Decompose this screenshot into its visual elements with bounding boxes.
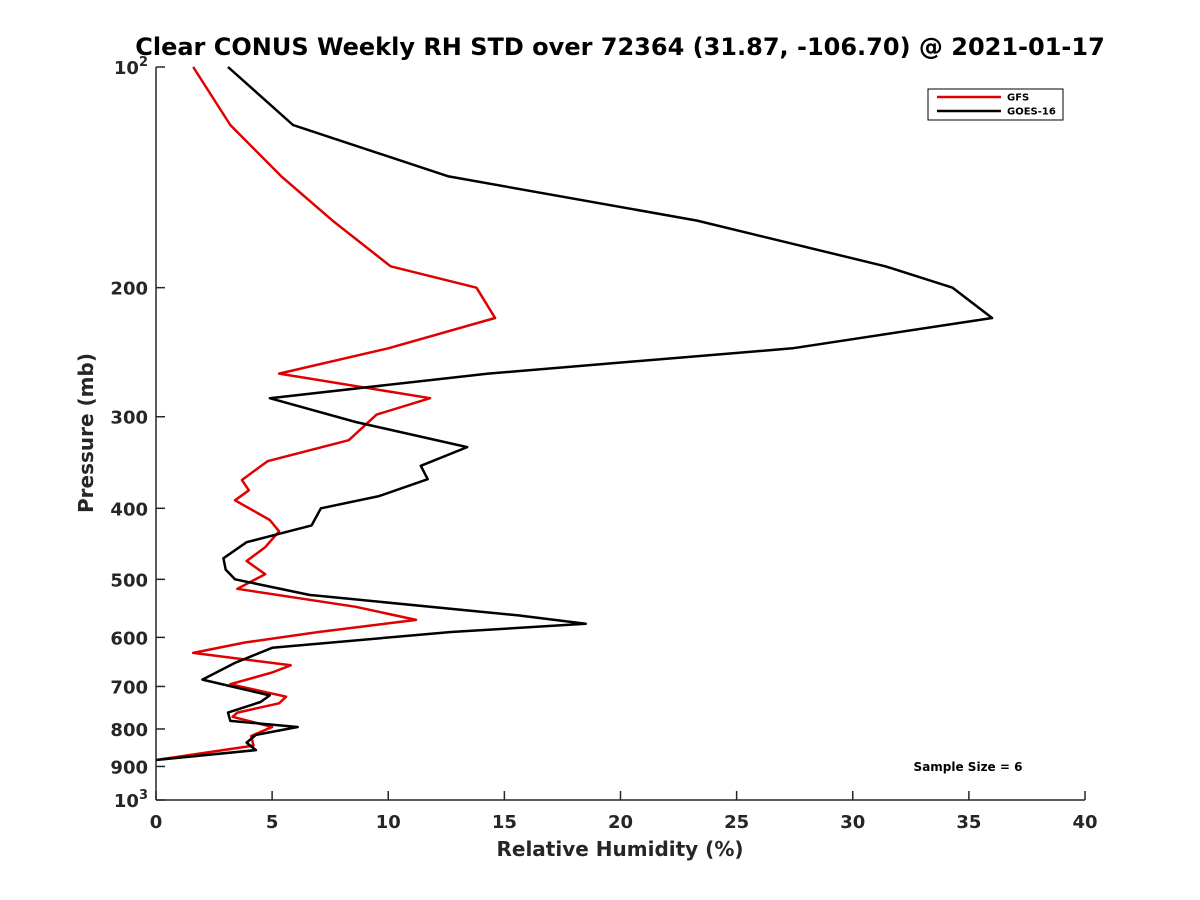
sample-size-annotation: Sample Size = 6 xyxy=(914,760,1023,774)
legend-box xyxy=(927,88,1064,121)
y-ticks: 102 200 300 400 500 600 700 800 900 103 xyxy=(110,55,165,812)
x-tick-label: 0 xyxy=(150,812,163,833)
legend-entry-label: GOES-16 xyxy=(1007,107,1056,118)
y-tick-label: 600 xyxy=(110,628,148,649)
y-tick-label: 900 xyxy=(110,757,148,778)
plot-marks xyxy=(155,66,994,762)
x-tick-label: 5 xyxy=(266,812,279,833)
x-tick-label: 35 xyxy=(956,812,981,833)
chart-title: Clear CONUS Weekly RH STD over 72364 (31… xyxy=(135,33,1105,61)
y-tick-label: 800 xyxy=(110,720,148,741)
x-tick-label: 30 xyxy=(840,812,865,833)
y-tick-label: 700 xyxy=(110,677,148,698)
x-ticks: 0 5 10 15 20 25 30 35 40 xyxy=(150,791,1098,833)
x-tick-label: 40 xyxy=(1072,812,1097,833)
y-tick-label: 102 xyxy=(114,55,148,79)
y-tick-label: 103 xyxy=(114,788,148,812)
x-tick-label: 15 xyxy=(492,812,517,833)
series-line-goes-16 xyxy=(155,66,994,762)
legend: GFS GOES-16 xyxy=(927,88,1064,121)
legend-entry-label: GFS xyxy=(1007,93,1029,104)
y-tick-label: 300 xyxy=(110,408,148,429)
y-tick-label: 400 xyxy=(110,499,148,520)
x-tick-label: 10 xyxy=(376,812,401,833)
y-axis-label: Pressure (mb) xyxy=(74,353,98,513)
series-line-gfs xyxy=(155,66,497,762)
y-tick-label: 200 xyxy=(110,279,148,300)
x-tick-label: 25 xyxy=(724,812,749,833)
y-tick-label: 500 xyxy=(110,570,148,591)
x-axis-label: Relative Humidity (%) xyxy=(496,837,743,861)
x-tick-label: 20 xyxy=(608,812,633,833)
